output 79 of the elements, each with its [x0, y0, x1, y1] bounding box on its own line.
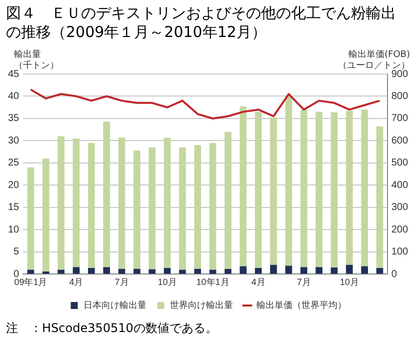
y-tick-label: 45 — [8, 68, 20, 80]
bar — [224, 132, 232, 269]
x-tick-label: 10月 — [340, 277, 359, 288]
y-tick-label: 30 — [8, 135, 20, 146]
y2-tick-label: 200 — [391, 224, 408, 236]
bar — [134, 268, 140, 274]
bar — [361, 266, 368, 274]
y2-tick-label: 500 — [391, 158, 408, 169]
x-tick-label: 4月 — [69, 277, 84, 288]
bar — [164, 138, 171, 268]
bar — [330, 112, 338, 268]
y2-tick-label: 0 — [391, 268, 398, 280]
bar — [300, 110, 308, 268]
bar — [27, 167, 34, 270]
bar — [346, 110, 353, 265]
chart-title: 図４ ＥＵのデキストリンおよびその他の化工でん粉輸出の推移（2009年１月～2010年12月） — [6, 4, 397, 42]
bar — [72, 138, 80, 268]
x-tick-label: 4月 — [251, 277, 266, 288]
y2-tick-label: 700 — [391, 113, 408, 124]
x-tick-label: 09年1月 — [14, 277, 48, 288]
bar — [134, 150, 140, 269]
y2-tick-label: 100 — [391, 246, 408, 258]
bar — [270, 118, 277, 265]
y-axis-title: 輸出量（千トン） — [14, 50, 60, 71]
bar — [148, 269, 156, 274]
x-tick-label: 10月 — [158, 277, 177, 288]
bar — [330, 268, 338, 274]
bar — [42, 158, 50, 272]
text: 注 ：HScode350510の数値である。 — [6, 320, 218, 337]
x-tick-label: 7月 — [114, 277, 129, 288]
y-tick-label: 10 — [8, 224, 20, 236]
y-tick-label: 0 — [14, 268, 20, 280]
bar — [240, 266, 247, 274]
bar — [58, 136, 64, 270]
bar — [88, 268, 95, 274]
bar — [376, 268, 384, 274]
bar — [270, 264, 277, 274]
y-tick-label: 15 — [8, 202, 20, 214]
bar — [254, 112, 262, 268]
bar — [209, 142, 216, 270]
bar — [254, 268, 262, 274]
y-tick-label: 20 — [8, 180, 20, 191]
y2-tick-label: 300 — [391, 202, 408, 214]
x-tick-label: 10年1月 — [196, 277, 230, 288]
bar — [285, 266, 292, 274]
bar — [240, 106, 247, 266]
y2-axis-title: 輸出単価(FOB)（ユーロ／トン） — [337, 50, 410, 71]
bar — [316, 267, 322, 274]
bar — [194, 268, 202, 274]
bar — [179, 270, 186, 274]
bar — [88, 142, 95, 268]
bar — [148, 147, 156, 270]
bar — [58, 270, 64, 274]
bar — [376, 126, 384, 268]
bar — [179, 147, 186, 270]
bar — [103, 267, 110, 274]
bar — [300, 267, 308, 274]
y-tick-label: 35 — [8, 113, 20, 124]
legend-label: 世界向け輸出量 — [170, 300, 233, 310]
bar — [285, 96, 292, 266]
bar — [316, 112, 322, 268]
bar — [118, 138, 126, 269]
y2-tick-label: 400 — [391, 180, 408, 191]
bar — [103, 122, 110, 268]
y-tick-label: 40 — [8, 90, 20, 102]
y2-tick-label: 900 — [391, 68, 408, 80]
bar — [72, 267, 80, 274]
y2-tick-label: 800 — [391, 90, 408, 102]
y-tick-label: 25 — [8, 158, 20, 169]
x-tick-label: 7月 — [296, 277, 311, 288]
y2-tick-label: 600 — [391, 135, 408, 146]
bar — [194, 145, 202, 269]
bar — [224, 268, 232, 274]
bar — [164, 268, 171, 274]
y-tick-label: 5 — [14, 246, 20, 258]
bar — [361, 110, 368, 266]
legend-label: 輸出単価（世界平均） — [256, 300, 346, 310]
bar — [346, 264, 353, 274]
legend-label: 日本向け輸出量 — [83, 300, 146, 310]
